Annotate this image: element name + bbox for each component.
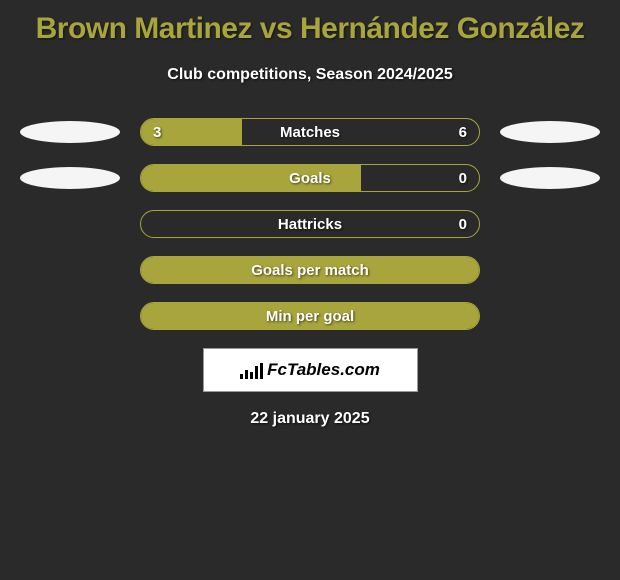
player-right-ellipse (500, 121, 600, 143)
stat-label: Hattricks (141, 211, 479, 237)
spacer (20, 305, 120, 327)
stat-row: Min per goal (0, 302, 620, 330)
subtitle: Club competitions, Season 2024/2025 (0, 66, 620, 84)
stat-bar-min-per-goal: Min per goal (140, 302, 480, 330)
logo: FcTables.com (240, 360, 380, 380)
stat-row: Goals per match (0, 256, 620, 284)
spacer (500, 213, 600, 235)
stats-area: 3 Matches 6 Goals 0 Hattricks 0 (0, 118, 620, 330)
stat-value-right: 0 (459, 211, 467, 237)
spacer (20, 259, 120, 281)
stat-label: Goals per match (141, 257, 479, 283)
page-title: Brown Martinez vs Hernández González (0, 0, 620, 46)
stat-bar-goals-per-match: Goals per match (140, 256, 480, 284)
stat-value-right: 6 (459, 119, 467, 145)
bar-chart-icon (240, 361, 263, 379)
stat-row: 3 Matches 6 (0, 118, 620, 146)
stat-label: Min per goal (141, 303, 479, 329)
date-label: 22 january 2025 (0, 410, 620, 428)
spacer (500, 259, 600, 281)
spacer (500, 305, 600, 327)
stat-row: Hattricks 0 (0, 210, 620, 238)
player-left-ellipse (20, 121, 120, 143)
stat-value-right: 0 (459, 165, 467, 191)
stat-bar-goals: Goals 0 (140, 164, 480, 192)
spacer (20, 213, 120, 235)
logo-box: FcTables.com (203, 348, 418, 392)
player-right-ellipse (500, 167, 600, 189)
stat-bar-hattricks: Hattricks 0 (140, 210, 480, 238)
logo-text: FcTables.com (267, 360, 380, 380)
stat-bar-matches: 3 Matches 6 (140, 118, 480, 146)
stat-label: Goals (141, 165, 479, 191)
stat-row: Goals 0 (0, 164, 620, 192)
player-left-ellipse (20, 167, 120, 189)
stats-card: Brown Martinez vs Hernández González Clu… (0, 0, 620, 580)
stat-label: Matches (141, 119, 479, 145)
